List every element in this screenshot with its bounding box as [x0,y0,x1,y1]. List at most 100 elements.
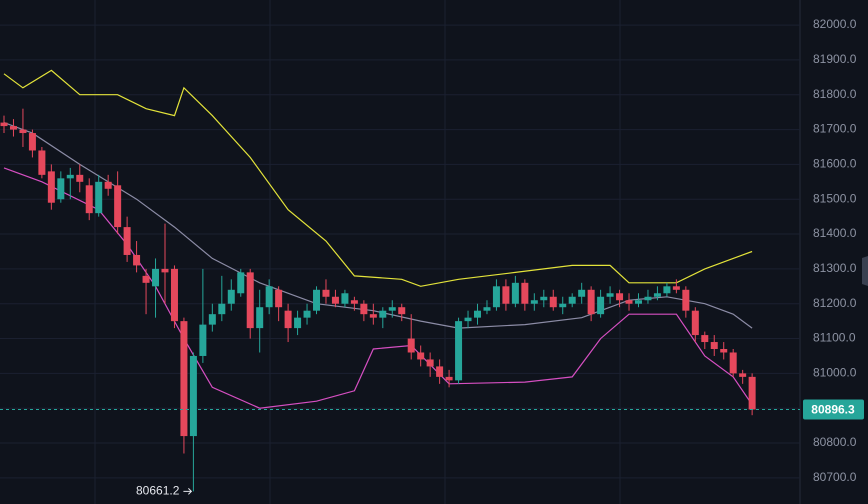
candle-body [265,286,273,308]
candle-body [739,373,747,377]
candle-body [208,314,216,325]
candle-body [691,310,699,336]
candle-body [417,352,425,360]
candle-body [663,286,671,294]
edge-tab [862,256,868,286]
candle-body [237,272,245,294]
candle-body [379,310,387,318]
candle-body [123,227,131,255]
candle-body [748,376,756,410]
low-arrow [183,488,193,495]
candle-body [85,185,93,214]
last-price-tag [803,399,864,420]
candle-body [0,122,8,127]
y-tick-label: 81900.0 [813,52,857,66]
candle-body [634,300,642,304]
candle-body [644,296,652,301]
y-tick-label: 81100.0 [813,331,856,345]
candle-body [218,303,226,315]
candle-body [95,181,103,214]
candle-body [720,349,728,353]
candle-body [426,359,434,367]
candle-body [9,126,17,130]
candle-body [76,174,84,182]
candle-body [360,303,368,315]
y-tick-label: 81000.0 [813,366,857,380]
candle-body [331,296,339,304]
candle-body [133,254,141,266]
candle-body [388,307,396,311]
candle-body [597,296,605,315]
y-tick-label: 81500.0 [813,191,857,205]
candle-body [19,129,27,134]
y-tick-label: 81600.0 [813,157,857,171]
candle-body [161,268,169,273]
candle-body [189,355,197,437]
candle-body [521,282,529,304]
candle-body [38,150,46,175]
y-tick-label: 81400.0 [813,226,857,240]
band-line [3,69,753,287]
candle-body [294,317,302,329]
candle-body [511,282,519,304]
candle-body [549,296,557,308]
candle-body [47,171,55,203]
candle-body [369,314,377,318]
vertical-grid [94,0,621,504]
y-tick-label: 80800.0 [813,435,857,449]
candle-body [398,307,406,315]
candle-body [256,307,264,329]
y-tick-label: 81200.0 [813,296,857,310]
last-price-label: 80896.3 [811,403,855,417]
candle-body [114,185,122,228]
candle-body [436,366,444,377]
candle-body [180,321,188,437]
candle-body [606,293,614,297]
candle-body [625,300,633,304]
candle-body [587,289,595,315]
y-tick-label: 81800.0 [813,87,857,101]
candle-body [483,307,491,311]
candle-body [407,338,415,353]
candle-body [104,181,112,189]
candle-body [350,300,358,304]
candle-body [455,321,463,381]
candle-body [540,296,548,301]
candle-body [729,352,737,374]
candle-body [568,296,576,304]
candle-body [246,272,254,329]
candle-body [672,286,680,290]
candle-body [199,324,207,356]
candle-body [170,268,178,322]
candle-body [57,178,65,200]
candle-body [227,289,235,304]
y-tick-label: 81300.0 [813,261,857,275]
candle-body [322,289,330,297]
candle-body [142,275,150,283]
candle-body [616,293,624,301]
y-tick-label: 82000.0 [813,17,857,31]
candle-body [152,268,160,287]
candle-body [313,289,321,311]
candle-body [445,376,453,381]
low-price-label: 80661.2 [136,484,180,498]
candle-body [559,303,567,308]
candle-body [341,293,349,304]
candle-body [474,310,481,318]
candle-body [464,317,472,322]
candle-body [66,174,74,179]
candle-body [502,286,510,304]
y-tick-label: 80700.0 [813,470,857,484]
candle-body [284,310,292,329]
candle-body [303,310,311,318]
candle-body [701,335,709,343]
candle-body [530,300,538,304]
candle-body [682,289,690,311]
candle-body [653,293,661,297]
y-tick-label: 81700.0 [813,122,857,136]
candle-body [275,289,283,308]
candle-body [710,342,718,350]
band-line [3,122,753,329]
